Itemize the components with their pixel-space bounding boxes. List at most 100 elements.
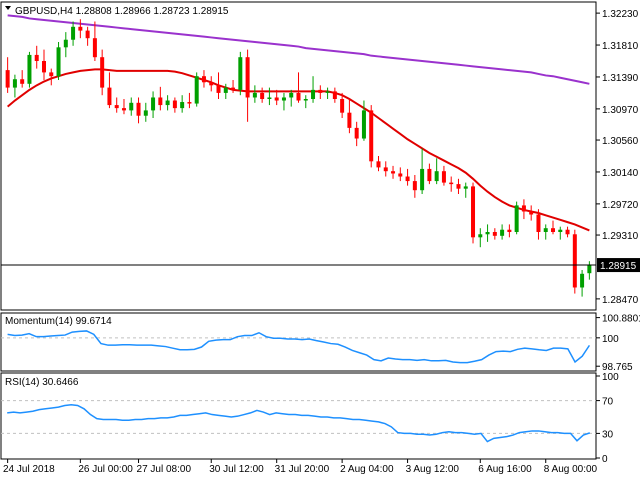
y-tick-label-main: 1.30140 — [602, 168, 639, 179]
candle-body — [434, 171, 439, 182]
rsi-y-tick-label: 30 — [602, 429, 614, 440]
y-tick-label-main: 1.28470 — [602, 295, 639, 306]
rsi-pane-frame — [0, 372, 597, 460]
candle-body — [361, 110, 366, 139]
candle-body — [63, 39, 68, 48]
candle-body — [78, 26, 83, 31]
candle-body — [180, 102, 185, 109]
x-tick-label: 27 Jul 08:00 — [137, 464, 192, 475]
x-axis: 24 Jul 2018 26 Jul 00:00 27 Jul 08:00 30 Ju… — [3, 459, 598, 475]
x-tick-label: 6 Aug 16:00 — [478, 464, 532, 475]
candle-body — [303, 99, 308, 101]
current-price-layer: 1.28915 — [1, 258, 640, 273]
candle-body — [27, 54, 32, 84]
candle-body — [449, 182, 454, 185]
candle-body — [521, 205, 526, 212]
candle-body — [412, 181, 417, 191]
candle-body — [136, 102, 141, 116]
candle-body — [340, 99, 345, 113]
candle-body — [107, 87, 112, 106]
rsi-layer — [1, 400, 596, 443]
candle-body — [56, 47, 61, 77]
y-axis-rsi: 100 70 30 0 — [596, 372, 619, 465]
candle-body — [492, 232, 497, 236]
candle-body — [85, 30, 90, 39]
candle-body — [114, 105, 119, 109]
momentum-title: Momentum(14) 99.6714 — [5, 316, 112, 327]
candle-body — [151, 97, 156, 111]
x-tick-label: 31 Jul 20:00 — [275, 464, 330, 475]
candle-body — [354, 127, 359, 139]
candle-body — [587, 265, 592, 274]
candle-body — [5, 70, 10, 88]
y-tick-label-main: 1.30970 — [602, 105, 639, 116]
dropdown-triangle-icon[interactable] — [5, 6, 11, 10]
rsi-line — [7, 403, 591, 443]
y-tick-label-main: 1.31810 — [602, 41, 639, 52]
candle-body — [376, 161, 381, 168]
y-tick-label-main: 1.29720 — [602, 200, 639, 211]
candle-body — [274, 97, 279, 101]
candle-body — [34, 54, 39, 61]
rsi-y-tick-label: 100 — [602, 372, 619, 383]
candle-body — [71, 26, 76, 40]
y-axis-momentum: 100.8801 100 98.765 — [596, 314, 640, 373]
candle-body — [12, 79, 17, 88]
y-tick-label-main: 1.31390 — [602, 73, 639, 84]
main-chart-title: GBPUSD,H4 1.28808 1.28966 1.28723 1.2891… — [15, 6, 229, 17]
candle-body — [536, 214, 541, 232]
candle-body — [252, 92, 257, 98]
candle-body — [456, 184, 461, 189]
candle-body — [216, 85, 221, 93]
candle-body — [463, 186, 468, 189]
candle-body — [427, 168, 432, 182]
candle-body — [565, 229, 570, 235]
rsi-title: RSI(14) 30.6466 — [5, 377, 79, 388]
x-tick-label: 2 Aug 04:00 — [340, 464, 394, 475]
momentum-line — [7, 330, 591, 364]
x-tick-label: 30 Jul 12:00 — [209, 464, 264, 475]
candle-body — [405, 176, 410, 182]
candle-body — [420, 168, 425, 191]
current-price-tag — [597, 258, 640, 273]
y-tick-label-main: 1.29310 — [602, 231, 639, 242]
x-tick-label: 3 Aug 12:00 — [406, 464, 460, 475]
candle-body — [318, 89, 323, 93]
candle-body — [369, 110, 374, 162]
y-tick-label-main: 1.32230 — [602, 9, 639, 20]
candle-body — [398, 173, 403, 177]
candle-body — [311, 89, 316, 99]
main-pane-frame — [0, 1, 597, 311]
candle-body — [332, 91, 337, 99]
candle-body — [325, 91, 330, 93]
ma-slow-line — [7, 14, 590, 85]
momentum-y-tick-label: 100.8801 — [602, 314, 640, 325]
candle-body — [267, 97, 272, 99]
candle-body — [558, 229, 563, 232]
candle-body — [20, 79, 25, 84]
candle-body — [172, 100, 177, 109]
candle-body — [165, 100, 170, 106]
candle-body — [580, 273, 585, 288]
candle-body — [572, 234, 577, 288]
rsi-y-tick-label: 0 — [602, 454, 608, 465]
candle-body — [238, 57, 243, 90]
candle-body — [92, 38, 97, 58]
candle-body — [478, 234, 483, 238]
y-tick-label-main: 1.30560 — [602, 136, 639, 147]
ma-slow-layer — [7, 14, 590, 85]
candle-body — [281, 97, 286, 101]
candle-body — [514, 205, 519, 232]
candle-body — [201, 76, 206, 83]
candles-layer — [5, 19, 592, 297]
candle-body — [129, 102, 134, 111]
x-tick-label: 24 Jul 2018 — [3, 464, 55, 475]
candle-body — [500, 229, 505, 236]
current-price-tag-text: 1.28915 — [600, 261, 637, 272]
candle-body — [158, 97, 163, 106]
rsi-y-tick-label: 70 — [602, 397, 614, 408]
candle-body — [485, 232, 490, 235]
y-axis-main: 1.32230 1.31810 1.31390 1.30970 1.30560 1.301… — [596, 9, 639, 306]
candle-body — [49, 72, 54, 77]
